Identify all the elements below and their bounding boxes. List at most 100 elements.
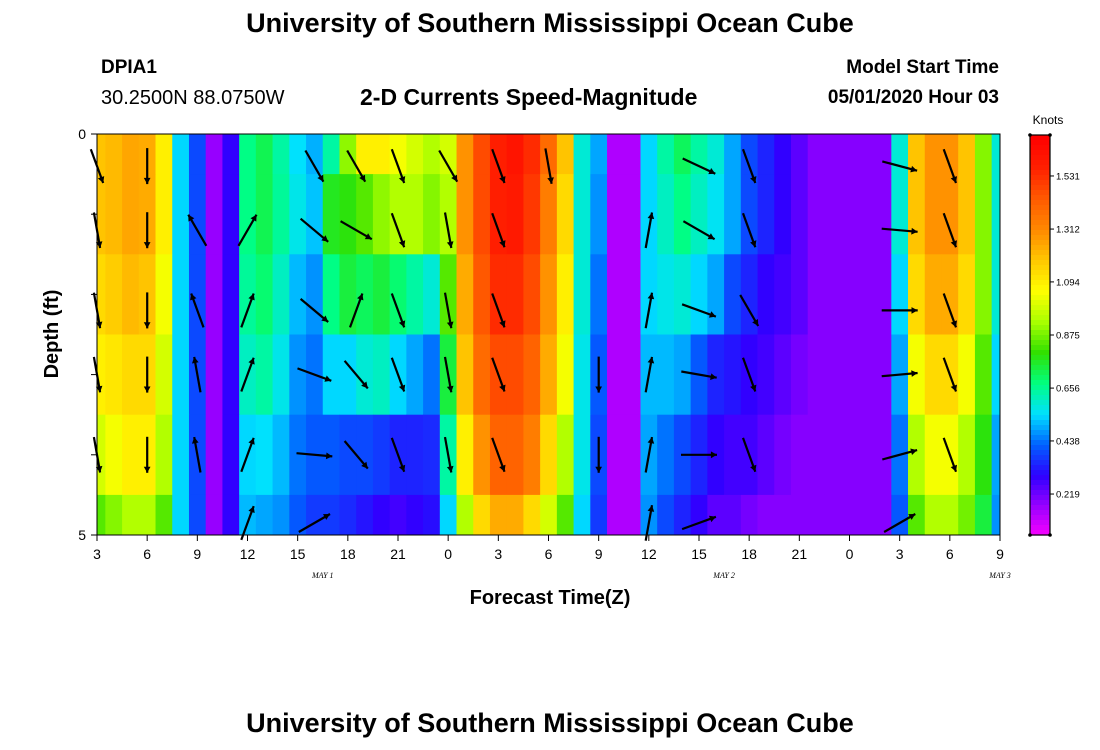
heatmap-cell: [623, 134, 641, 175]
heatmap-cell: [607, 134, 625, 175]
legend-swatch: [1030, 440, 1050, 446]
heatmap-cell: [356, 254, 374, 335]
current-arrow: [595, 436, 602, 473]
heatmap-cell: [289, 494, 307, 536]
heatmap-cell: [540, 134, 558, 175]
legend-swatch: [1030, 445, 1050, 451]
heatmap-cell: [974, 254, 993, 335]
legend-corner-dot: [1048, 133, 1052, 137]
legend-swatch: [1030, 255, 1050, 261]
heatmap-cell: [105, 494, 123, 536]
heatmap-cell: [97, 254, 106, 335]
heatmap-cell: [339, 174, 357, 255]
heatmap-cell: [774, 494, 792, 536]
heatmap-cell: [607, 254, 625, 335]
heatmap-cell: [322, 134, 340, 175]
heatmap-cell: [406, 134, 424, 175]
current-arrow: [390, 437, 406, 473]
heatmap-cell: [573, 334, 591, 416]
heatmap-cell: [707, 254, 725, 335]
heatmap-cell: [690, 254, 708, 335]
legend-swatch: [1030, 160, 1050, 166]
heatmap-cell: [439, 134, 457, 175]
current-arrow: [741, 148, 757, 184]
legend-swatch: [1030, 345, 1050, 351]
heatmap-cell: [824, 494, 842, 536]
current-arrow: [192, 436, 202, 473]
x-tick-label: 6: [545, 546, 553, 562]
heatmap-cell: [540, 334, 558, 416]
heatmap-cell: [339, 134, 357, 175]
heatmap-cell: [540, 174, 558, 255]
heatmap-cell: [372, 134, 391, 175]
current-arrow: [304, 149, 325, 183]
current-arrow: [192, 356, 202, 393]
x-tick-label: 6: [946, 546, 954, 562]
legend-swatch: [1030, 260, 1050, 266]
current-arrow: [644, 356, 655, 393]
heatmap-cell: [790, 414, 809, 496]
heatmap-cell: [473, 334, 491, 416]
heatmap-cell: [122, 134, 140, 175]
heatmap-cell: [590, 254, 608, 335]
heatmap-cell: [523, 134, 541, 175]
heatmap-cell: [908, 414, 926, 496]
heatmap-cell: [188, 494, 207, 536]
current-arrow: [443, 292, 454, 329]
heatmap-cell: [740, 494, 758, 536]
heatmap-cell: [991, 494, 1001, 536]
x-tick-label: 18: [741, 546, 757, 562]
heatmap-cell: [155, 334, 173, 416]
current-arrow: [491, 293, 506, 328]
heatmap-cell: [172, 414, 190, 496]
current-arrow: [681, 451, 717, 459]
heatmap-cell: [172, 494, 190, 536]
heatmap-cell: [289, 414, 307, 496]
heatmap-cell: [306, 494, 324, 536]
heatmap-cell: [623, 174, 641, 255]
heatmap-cell: [372, 334, 391, 416]
heatmap-cell: [506, 414, 524, 496]
heatmap-cell: [874, 494, 892, 536]
heatmap-cell: [991, 134, 1001, 175]
current-arrow: [741, 437, 757, 473]
heatmap-cell: [908, 174, 926, 255]
x-tick-label: 12: [641, 546, 657, 562]
legend-swatch: [1030, 215, 1050, 221]
footer-title: University of Southern Mississippi Ocean…: [246, 708, 854, 738]
heatmap-cell: [958, 494, 976, 536]
heatmap-cell: [590, 494, 608, 536]
heatmap-cell: [222, 494, 240, 536]
heatmap-cell: [974, 134, 993, 175]
heatmap-cell: [97, 414, 106, 496]
legend-swatch: [1030, 455, 1050, 461]
model-start-label: Model Start Time: [846, 57, 999, 78]
current-arrow: [343, 360, 369, 390]
legend-swatch: [1030, 425, 1050, 431]
legend-swatch: [1030, 330, 1050, 336]
legend-swatch: [1030, 530, 1050, 536]
heatmap-cell: [657, 174, 675, 255]
legend-swatch: [1030, 430, 1050, 436]
heatmap-cell: [489, 134, 508, 175]
y-tick-label: 5: [78, 527, 86, 543]
heatmap-cell: [908, 494, 926, 536]
current-arrow: [443, 212, 454, 249]
current-arrow: [644, 212, 655, 249]
legend-swatch: [1030, 450, 1050, 456]
heatmap-cell: [590, 174, 608, 255]
heatmap-cell: [924, 494, 942, 536]
heatmap-cell: [707, 494, 725, 536]
x-tick-label: 21: [792, 546, 808, 562]
legend-swatch: [1030, 410, 1050, 416]
heatmap-cell: [222, 414, 240, 496]
heatmap-cell: [339, 494, 357, 536]
heatmap-cell: [607, 494, 625, 536]
current-arrow: [240, 293, 255, 328]
heatmap-cell: [122, 494, 140, 536]
heatmap-cell: [724, 414, 742, 496]
legend-swatch: [1030, 460, 1050, 466]
heatmap-cell: [155, 254, 173, 335]
heatmap-cell: [322, 334, 340, 416]
heatmap-cell: [607, 414, 625, 496]
